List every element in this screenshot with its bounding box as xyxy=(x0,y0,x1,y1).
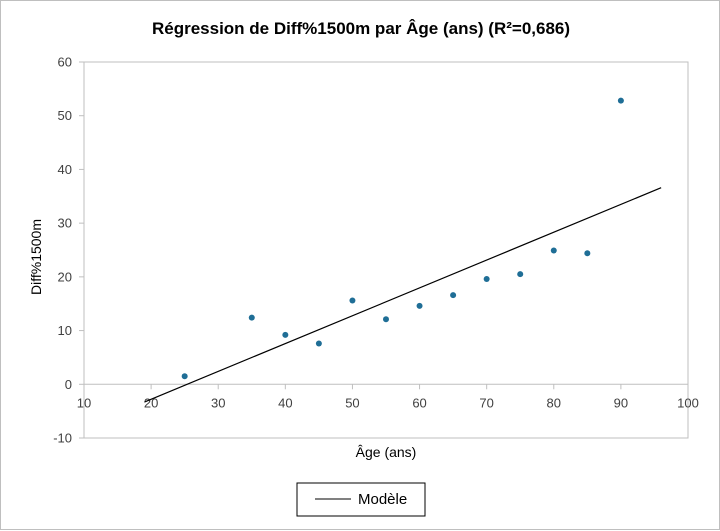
x-tick-label: 70 xyxy=(479,395,493,410)
data-point xyxy=(550,247,557,254)
x-tick-label: 10 xyxy=(77,395,91,410)
data-point xyxy=(383,316,389,323)
data-point xyxy=(282,331,289,338)
legend: Modèle xyxy=(296,482,426,517)
x-tick-label: 100 xyxy=(677,395,699,410)
y-tick-label: 40 xyxy=(58,162,72,177)
data-point xyxy=(248,314,255,321)
axes: -10 0 10 20 30 40 50 60 10 20 30 40 50 60 70 80 90 100 xyxy=(53,55,699,446)
plot-border xyxy=(83,61,689,439)
data-point xyxy=(617,97,624,104)
x-tick-label: 30 xyxy=(211,395,225,410)
y-tick-label: 60 xyxy=(58,55,72,70)
y-tick-label: 10 xyxy=(58,323,72,338)
x-tick-label: 20 xyxy=(144,395,158,410)
data-point xyxy=(349,297,356,304)
x-tick-label: 90 xyxy=(614,395,628,410)
data-point xyxy=(450,292,457,299)
data-point xyxy=(483,276,490,283)
chart-title: Régression de Diff%1500m par Âge (ans) (… xyxy=(152,19,570,38)
y-tick-label: -10 xyxy=(53,431,72,446)
data-point xyxy=(181,373,188,380)
y-axis-label: Diff%1500m xyxy=(28,219,44,295)
y-tick-label: 0 xyxy=(65,377,72,392)
y-tick-label: 20 xyxy=(58,269,72,284)
x-tick-label: 80 xyxy=(547,395,561,410)
regression-line xyxy=(144,187,662,403)
x-tick-label: 40 xyxy=(278,395,292,410)
x-axis-label: Âge (ans) xyxy=(356,444,417,460)
y-tick-label: 50 xyxy=(58,108,72,123)
x-tick-label: 60 xyxy=(412,395,426,410)
legend-label: Modèle xyxy=(358,491,407,508)
data-point xyxy=(315,340,322,347)
y-tick-label: 30 xyxy=(58,216,72,231)
plot-area xyxy=(144,97,662,403)
data-point xyxy=(416,302,423,309)
data-point xyxy=(584,250,591,257)
data-point xyxy=(517,271,524,278)
x-tick-label: 50 xyxy=(345,395,359,410)
